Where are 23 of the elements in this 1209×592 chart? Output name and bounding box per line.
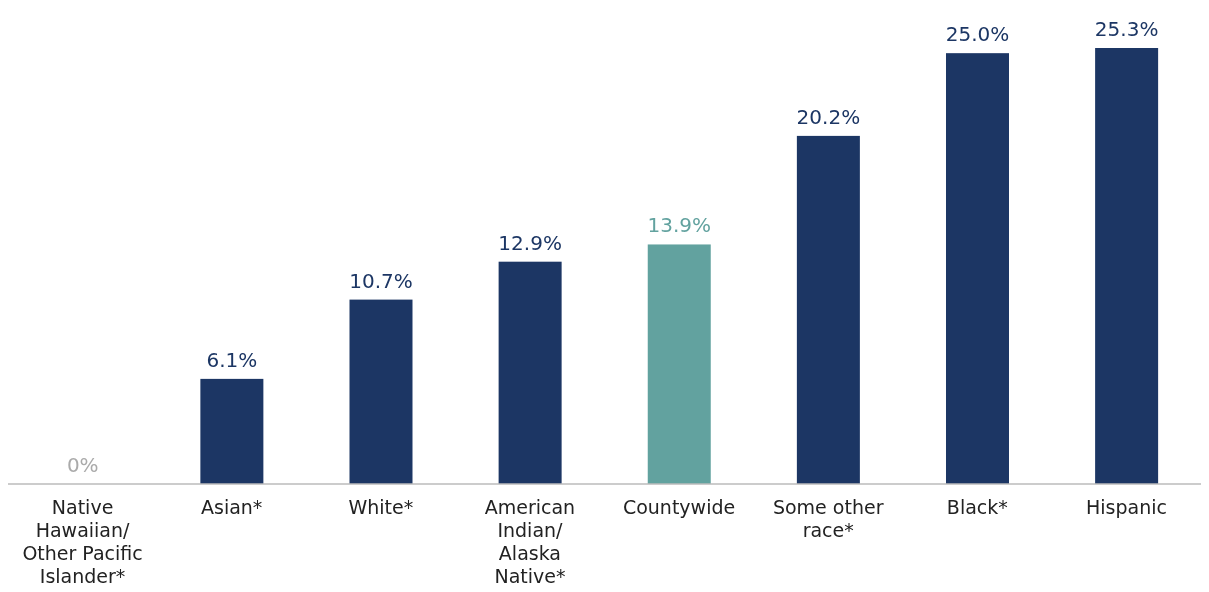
x-tick-label: Countywide [622, 496, 736, 518]
bar [796, 135, 860, 484]
x-tick-label: Asian* [201, 496, 263, 518]
bar [498, 261, 562, 484]
bar [1095, 48, 1159, 484]
bar [349, 299, 413, 484]
x-tick-label: Some other race* [772, 496, 884, 541]
x-tick-label: Hispanic [1085, 496, 1167, 518]
x-tick-label: Black* [946, 496, 1008, 518]
data-label: 13.9% [647, 213, 712, 238]
data-label: 6.1% [206, 347, 258, 372]
bar [647, 244, 711, 484]
data-label: 20.2% [796, 104, 861, 129]
x-tick-label: White* [348, 496, 414, 518]
x-tick-label: Native Hawaiian/ Other Pacific Islander* [22, 496, 143, 587]
data-label: 25.3% [1094, 17, 1159, 41]
data-label: 0% [66, 453, 99, 477]
x-tick-label: American Indian/ Alaska Native* [484, 496, 576, 587]
data-label: 25.0% [945, 22, 1010, 47]
bar [200, 378, 264, 484]
bar [946, 53, 1009, 484]
data-label: 12.9% [498, 230, 562, 255]
data-label: 10.7% [349, 268, 413, 293]
